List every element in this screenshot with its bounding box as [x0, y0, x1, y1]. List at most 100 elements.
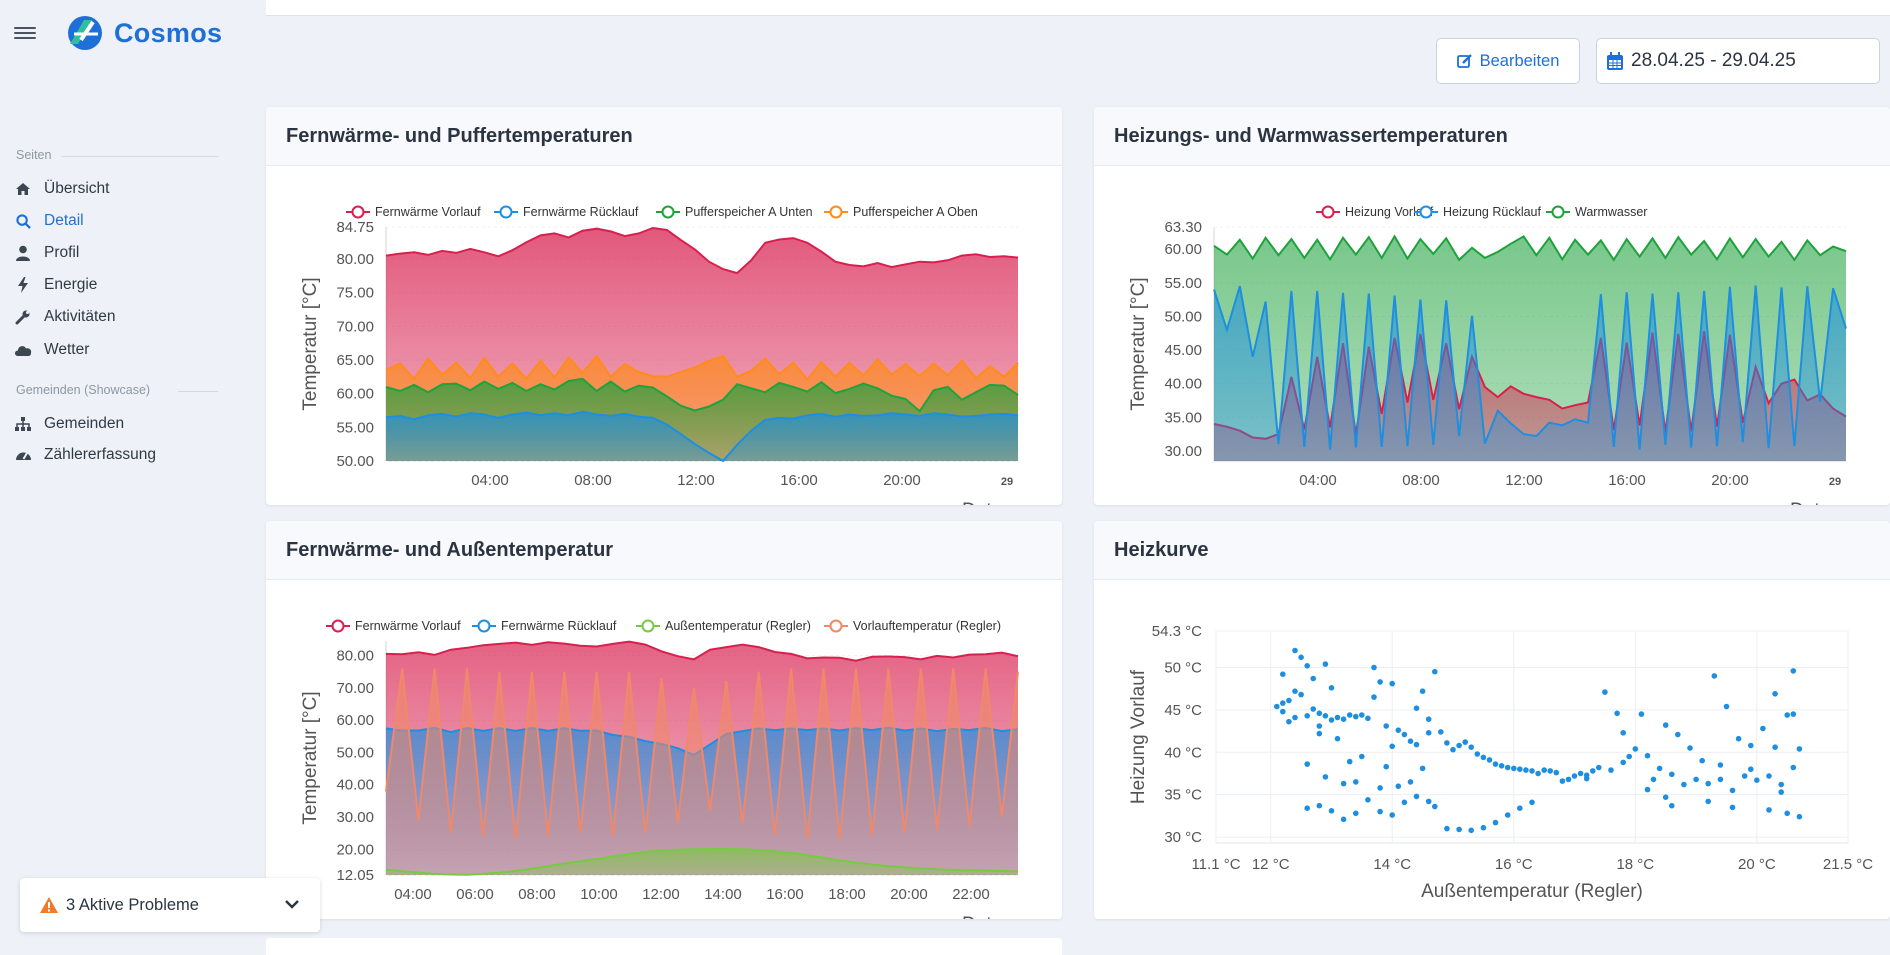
sidebar-item-communities[interactable]: Gemeinden [14, 413, 124, 435]
scatter-point [1517, 805, 1523, 811]
scatter-point [1638, 711, 1645, 717]
legend-marker [641, 619, 655, 633]
sidebar-item-activities[interactable]: Aktivitäten [14, 306, 116, 328]
legend-marker [477, 619, 491, 633]
x-axis-title: Datum [962, 914, 1018, 919]
x-tick-label: 20:00 [890, 886, 928, 903]
card-title: Heizungs- und Warmwassertemperaturen [1094, 107, 1890, 166]
scatter-point [1504, 764, 1511, 771]
y-axis-title: Temperatur [°C] [300, 277, 321, 410]
x-tick-label: 29 [1829, 476, 1841, 488]
legend-item: Pufferspeicher A Oben [824, 205, 978, 219]
y-tick-label: 12.05 [336, 867, 374, 884]
chart-heating-curve[interactable]: 54.3 °C 50 °C 45 °C 40 °C 35 °C 30 °C 11.1 °C 1… [1094, 579, 1890, 919]
legend-item: Pufferspeicher A Unten [656, 205, 813, 219]
series-line [385, 377, 1019, 413]
scatter-point [1529, 768, 1535, 774]
y-tick-label: 40.00 [1164, 376, 1202, 393]
scatter-point [1529, 799, 1535, 806]
series-line [385, 668, 1019, 840]
sidebar-item-detail[interactable]: Detail [14, 210, 84, 232]
y-tick-label: 50.00 [336, 453, 374, 470]
scatter-point [1772, 691, 1778, 697]
scatter-point [1371, 694, 1377, 700]
scatter-point [1292, 647, 1298, 654]
y-tick-label: 30.00 [1164, 443, 1202, 460]
x-tick-label: 16:00 [766, 886, 804, 903]
series-line [385, 226, 1019, 275]
scatter-point [1565, 776, 1572, 783]
scatter-point [1407, 779, 1414, 785]
x-tick-label: 08:00 [1402, 472, 1440, 489]
y-tick-label: 63.30 [1164, 219, 1202, 236]
legend-item: Fernwärme Rücklauf [472, 619, 617, 633]
scatter-point [1340, 816, 1347, 823]
legend-label: Vorlauftemperatur (Regler) [853, 619, 1001, 633]
scatter-point [1456, 742, 1462, 749]
x-tick-label: 10:00 [580, 886, 618, 903]
menu-toggle-icon[interactable] [14, 24, 36, 42]
sidebar-item-energy[interactable]: Energie [14, 274, 97, 296]
scatter-point [1371, 664, 1377, 671]
section-label-communities: Gemeinden (Showcase) [16, 383, 151, 397]
sidebar-item-weather[interactable]: Wetter [14, 339, 89, 361]
sidebar-item-label: Aktivitäten [44, 308, 116, 325]
app-logo[interactable]: Cosmos [64, 14, 222, 52]
scatter-point [1693, 776, 1699, 783]
warning-icon [40, 897, 58, 913]
series-line [385, 848, 1019, 876]
scatter-point [1675, 731, 1681, 738]
scatter-point [1304, 805, 1310, 811]
legend-marker [331, 619, 345, 633]
active-problems-panel[interactable]: 3 Aktive Probleme [20, 878, 320, 932]
legend-item: Außentemperatur (Regler) [636, 619, 811, 633]
scatter-point [1413, 741, 1420, 748]
y-tick-label: 20.00 [336, 841, 374, 858]
scatter-point [1444, 825, 1450, 832]
scatter-point [1492, 819, 1499, 826]
scatter-point [1377, 808, 1383, 815]
x-tick-label: 14:00 [704, 886, 742, 903]
chart-district-outdoor[interactable]: Fernwärme Vorlauf Fernwärme Rücklauf Außen… [266, 579, 1062, 919]
y-tick-label: 60.00 [1164, 241, 1202, 258]
sidebar-item-profile[interactable]: Profil [14, 242, 79, 264]
scatter-point [1389, 743, 1395, 750]
y-tick-label: 40 °C [1164, 744, 1202, 761]
sidebar-item-overview[interactable]: Übersicht [14, 178, 109, 200]
scatter-point [1316, 802, 1323, 809]
series-line [385, 410, 1019, 463]
scatter-point [1748, 766, 1754, 772]
scatter-point [1644, 752, 1651, 759]
scatter-point [1425, 798, 1432, 805]
scatter-point [1705, 798, 1711, 805]
scatter-point [1523, 767, 1529, 773]
legend-marker [1551, 205, 1565, 219]
legend-item: Warmwasser [1546, 205, 1647, 219]
x-tick-label: 08:00 [518, 886, 556, 903]
chevron-down-icon[interactable] [284, 896, 300, 912]
scatter-point [1280, 708, 1286, 715]
date-range-picker[interactable]: 28.04.25 - 29.04.25 [1596, 38, 1880, 84]
sidebar-item-meter-reading[interactable]: Zählererfassung [14, 444, 156, 466]
sidebar-item-label: Übersicht [44, 180, 110, 197]
scatter-point [1316, 730, 1323, 737]
legend-label: Fernwärme Vorlauf [355, 619, 461, 633]
x-tick-label: 22:00 [952, 886, 990, 903]
chart-heating-water[interactable]: Heizung Vorlauf Heizung Rücklauf Warmwasse… [1094, 165, 1890, 505]
edit-button[interactable]: Bearbeiten [1436, 38, 1580, 84]
y-tick-label: 65.00 [336, 352, 374, 369]
scatter-point [1741, 773, 1748, 779]
chart-district-buffer[interactable]: Fernwärme Vorlauf Fernwärme Rücklauf Puffe… [266, 165, 1062, 505]
scatter-point [1796, 813, 1803, 820]
cosmos-logo-icon [68, 16, 102, 50]
scatter-point [1790, 764, 1797, 771]
scatter-point [1784, 712, 1790, 718]
scatter-point [1389, 812, 1395, 818]
y-tick-label: 55.00 [1164, 275, 1202, 292]
sidebar-item-label: Gemeinden [44, 415, 125, 432]
x-tick-label: 16:00 [1608, 472, 1646, 489]
sitemap-icon [14, 415, 32, 433]
scatter-point [1790, 668, 1797, 674]
y-tick-label: 30 °C [1164, 829, 1202, 846]
scatter-point [1413, 705, 1420, 711]
